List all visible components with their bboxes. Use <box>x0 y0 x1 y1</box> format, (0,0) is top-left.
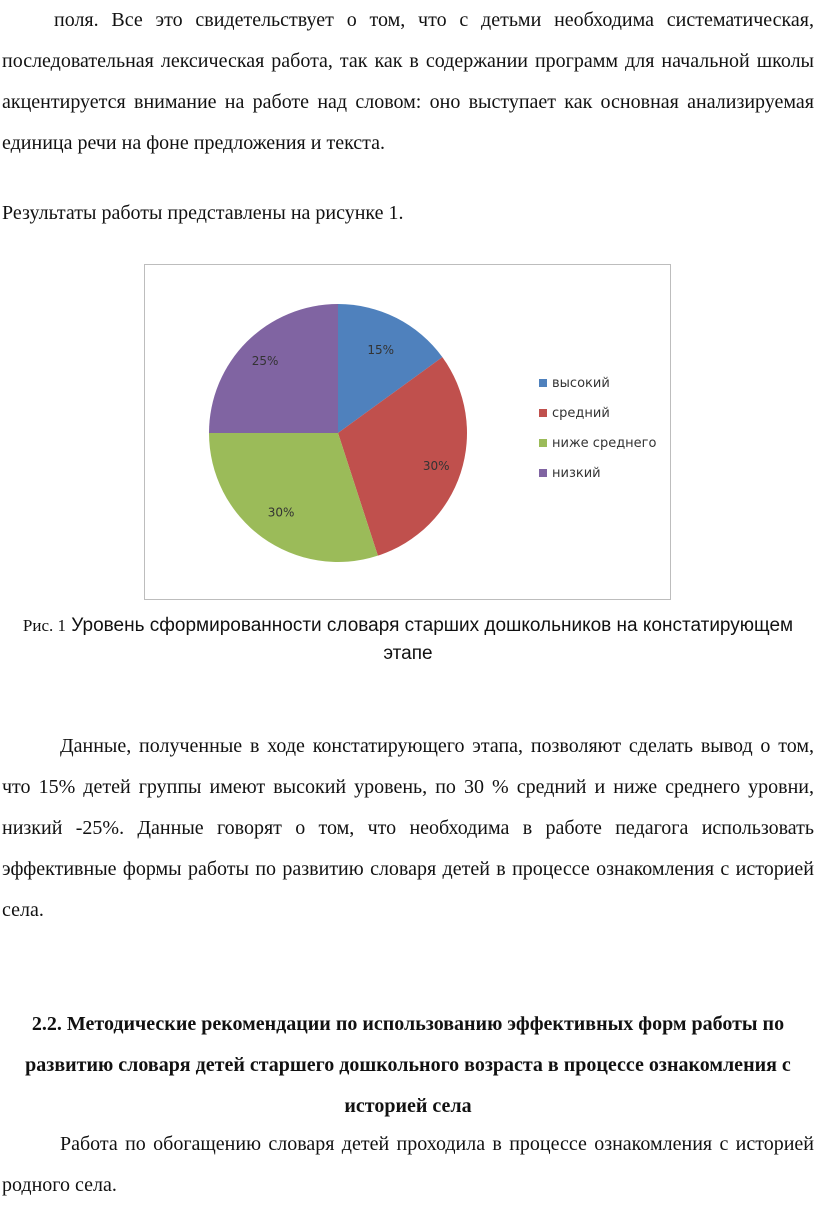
legend-swatch-1 <box>539 379 547 387</box>
pie-chart: 15% 30% 30% 25% высокий средний ниже среднего н… <box>209 304 657 562</box>
pie-slice-3 <box>209 433 378 562</box>
pie-slice-4 <box>209 304 338 433</box>
pie-chart-figure: 15% 30% 30% 25% высокий средний ниже среднего н… <box>144 264 671 600</box>
pie-data-label-3: 30% <box>268 505 295 519</box>
figure-caption-prefix: Рис. 1 <box>22 616 67 635</box>
body-paragraph-4: Работа по обогащению словаря детей прохо… <box>2 1133 814 1196</box>
body-paragraph-3: Данные, полученные в ходе констатирующег… <box>2 735 814 921</box>
legend-label-2: средний <box>552 406 610 421</box>
section-heading: 2.2. Методические рекомендации по исполь… <box>25 1013 791 1117</box>
pie-data-label-1: 15% <box>367 343 394 357</box>
legend-label-4: низкий <box>552 466 601 481</box>
legend-swatch-2 <box>539 409 547 417</box>
legend-label-1: высокий <box>552 376 610 391</box>
legend-swatch-4 <box>539 469 547 477</box>
pie-slice-2 <box>338 357 467 556</box>
pie-data-label-2: 30% <box>423 459 450 473</box>
legend-label-3: ниже среднего <box>552 436 657 451</box>
body-paragraph-2: Результаты работы представлены на рисунк… <box>2 202 404 224</box>
figure-caption-text: Уровень сформированности словаря старших… <box>71 615 794 664</box>
pie-slice-1 <box>338 304 443 433</box>
body-paragraph-1: поля. Все это свидетельствует о том, что… <box>2 9 814 154</box>
pie-data-label-4: 25% <box>252 354 279 368</box>
figure-caption: Рис. 1 Уровень сформированности словаря … <box>0 612 816 668</box>
legend-swatch-3 <box>539 439 547 447</box>
